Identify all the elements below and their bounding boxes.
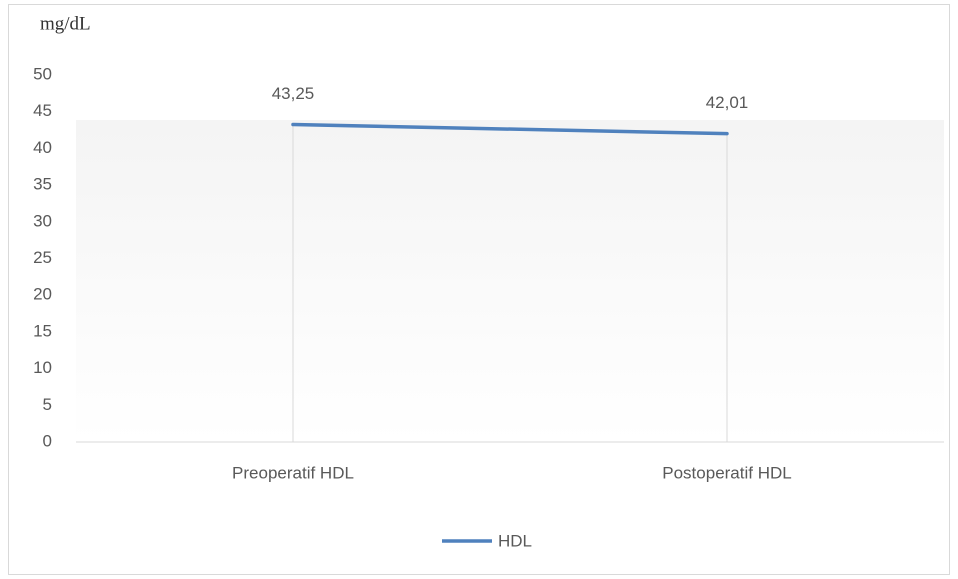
y-tick-label: 20 (33, 285, 52, 304)
y-tick-label: 45 (33, 101, 52, 120)
y-axis-label: mg/dL (40, 13, 91, 34)
y-tick-label: 0 (43, 431, 52, 450)
y-tick-label: 40 (33, 138, 52, 157)
x-tick-label: Preoperatif HDL (232, 463, 354, 482)
y-tick-label: 35 (33, 175, 52, 194)
y-tick-label: 10 (33, 358, 52, 377)
y-tick-label: 5 (43, 395, 52, 414)
legend-label: HDL (498, 531, 532, 550)
data-label: 42,01 (706, 93, 749, 112)
line-series (291, 122, 729, 136)
data-label: 43,25 (272, 84, 315, 103)
y-tick-label: 50 (33, 64, 52, 83)
y-tick-label: 25 (33, 248, 52, 267)
y-tick-label: 15 (33, 321, 52, 340)
y-tick-label: 30 (33, 211, 52, 230)
x-tick-label: Postoperatif HDL (662, 463, 791, 482)
plot-background (76, 120, 944, 442)
